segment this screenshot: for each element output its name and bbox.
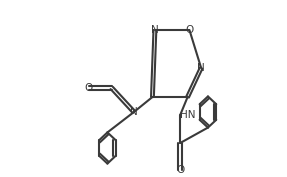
Text: N: N — [197, 63, 205, 73]
Text: N: N — [151, 25, 159, 35]
Text: N: N — [130, 107, 138, 117]
Text: O: O — [176, 165, 184, 175]
Text: O: O — [85, 83, 93, 93]
Text: HN: HN — [180, 110, 196, 120]
Text: O: O — [185, 25, 193, 35]
